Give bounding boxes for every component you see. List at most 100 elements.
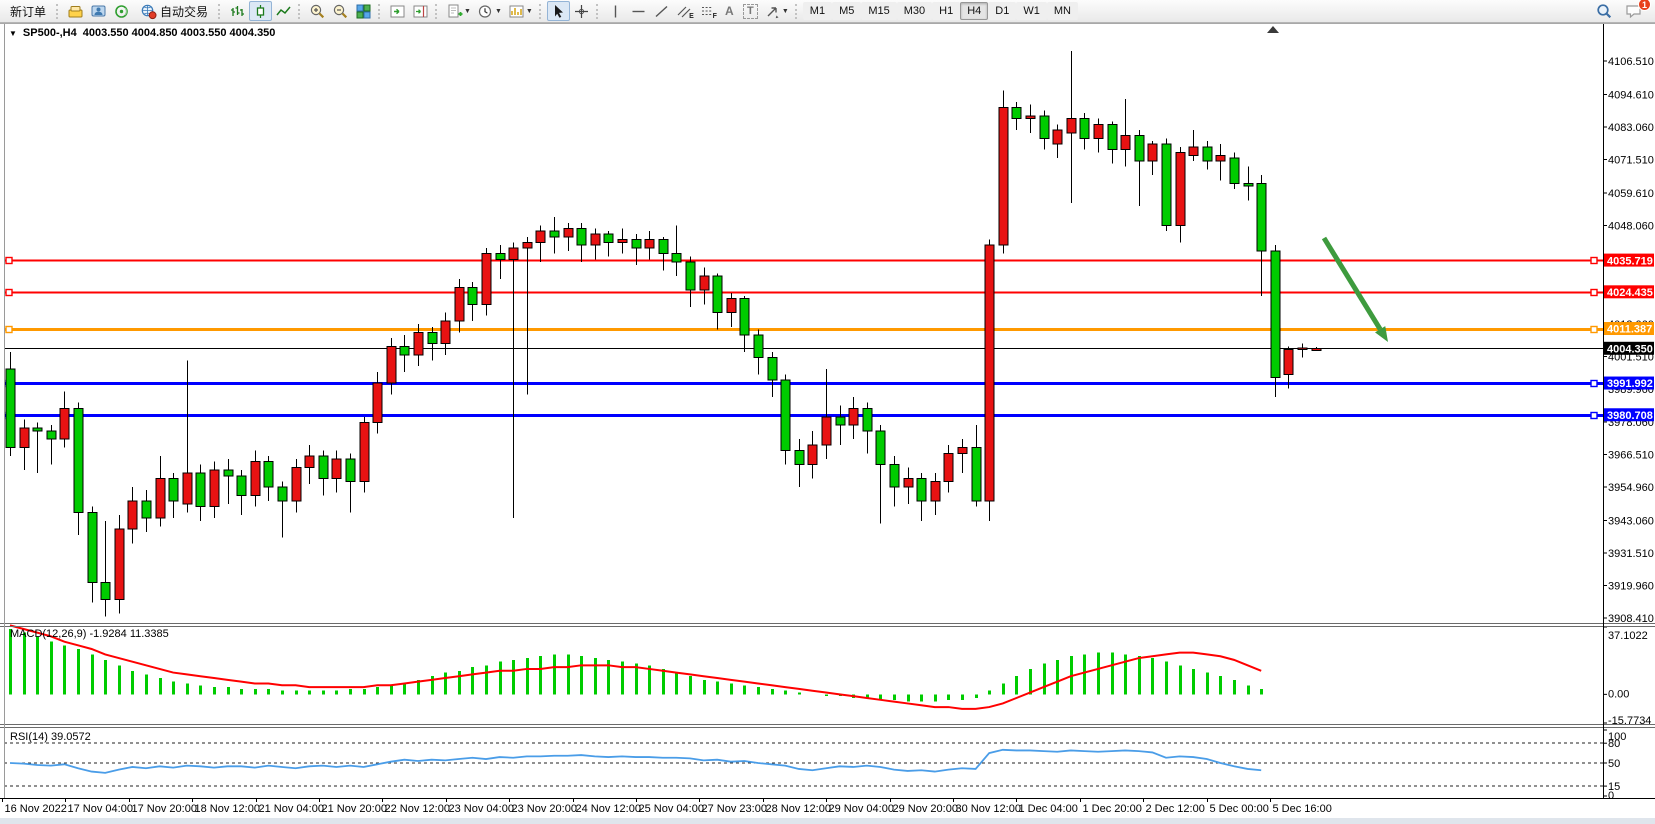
price-axis[interactable]: 4106.510 4094.610 4083.060 4071.510 4059.610…	[1603, 56, 1654, 625]
cursor-icon	[554, 4, 563, 18]
tile-windows-button[interactable]	[352, 1, 375, 21]
new-order-button[interactable]: 新订单	[3, 1, 53, 21]
toolbar-grip	[56, 3, 60, 19]
main-toolbar: 新订单	[0, 0, 1655, 23]
clock-icon	[478, 4, 492, 18]
candlestick	[182, 360, 193, 513]
timeframe-button-H1[interactable]: H1	[932, 2, 961, 20]
chart-shift-button[interactable]	[409, 1, 432, 21]
time-tick-label: 29 Nov 20:00	[893, 803, 958, 815]
arrows-tool-button[interactable]: ▼	[761, 1, 792, 21]
search-button[interactable]	[1592, 1, 1616, 21]
time-tick-label: 1 Dec 04:00	[1019, 803, 1078, 815]
vertical-line-tool-button[interactable]	[604, 1, 627, 21]
templates-button[interactable]: ▼	[505, 1, 536, 21]
timeframe-button-M5[interactable]: M5	[832, 2, 862, 20]
globe-icon	[141, 4, 157, 19]
zoom-out-icon	[333, 4, 348, 18]
line-anchor[interactable]	[1590, 256, 1598, 265]
line-anchor[interactable]	[1590, 325, 1598, 334]
chart-collapse-icon[interactable]: ▼	[9, 28, 17, 38]
time-tick-label: 29 Nov 04:00	[829, 803, 894, 815]
candlestick	[1256, 174, 1267, 296]
periodicity-button[interactable]: ▼	[474, 1, 505, 21]
time-tick-label: 23 Nov 04:00	[449, 803, 514, 815]
candlestick	[576, 222, 587, 263]
new-chart-button[interactable]: ▼	[443, 1, 474, 21]
arrow-annotation[interactable]	[1321, 236, 1388, 342]
bar-chart-mode-button[interactable]	[226, 1, 249, 21]
candlestick	[522, 236, 533, 395]
chevron-down-icon: ▼	[464, 7, 471, 15]
signal-icon	[115, 4, 128, 18]
market-watch-button[interactable]	[87, 1, 110, 21]
text-label-tool-button[interactable]: T	[740, 1, 761, 21]
rsi-axis-label: 15	[1608, 781, 1620, 793]
timeframe-button-D1[interactable]: D1	[988, 2, 1017, 20]
candlestick	[821, 368, 832, 459]
price-levels-button[interactable]	[64, 1, 87, 21]
fibonacci-tool-button[interactable]: F	[696, 1, 719, 21]
text-tool-button[interactable]: A	[719, 1, 740, 21]
trendline-tool-button[interactable]	[650, 1, 673, 21]
line-anchor[interactable]	[5, 325, 13, 334]
cursor-tool-button[interactable]	[546, 1, 570, 21]
notifications-button[interactable]: 1	[1622, 0, 1651, 21]
candlestick	[386, 338, 397, 395]
candlestick	[508, 242, 519, 518]
candlestick	[236, 470, 247, 516]
chevron-down-icon: ▼	[494, 7, 502, 15]
line-anchor[interactable]	[1590, 288, 1598, 297]
macd-pane[interactable]: MACD(12,26,9) -1.9284 11.3385 37.1022 0.00…	[9, 624, 1651, 727]
timeframe-button-W1[interactable]: W1	[1016, 2, 1047, 20]
channel-tool-button[interactable]: E	[673, 1, 696, 21]
timeframe-button-M15[interactable]: M15	[861, 2, 897, 20]
candlestick	[250, 450, 261, 507]
scroll-marker-icon	[1267, 26, 1279, 33]
line-anchor[interactable]	[5, 256, 13, 265]
candlestick	[481, 248, 492, 316]
chart-ohlc-values: 4003.550 4004.850 4003.550 4004.350	[82, 27, 276, 39]
candlestick	[59, 391, 70, 448]
zoom-out-button[interactable]	[329, 1, 352, 21]
horizontal-line-tool-button[interactable]	[627, 1, 650, 21]
timeframe-button-MN[interactable]: MN	[1046, 2, 1078, 20]
macd-axis-label: 37.1022	[1608, 630, 1648, 642]
auto-scroll-button[interactable]	[386, 1, 409, 21]
auto-trading-button[interactable]: 自动交易	[133, 1, 215, 21]
line-anchor[interactable]	[1590, 379, 1598, 388]
timeframe-button-H4[interactable]: H4	[960, 2, 989, 20]
crosshair-tool-button[interactable]	[570, 1, 593, 21]
yellow-stack-icon	[68, 5, 83, 17]
candlestick-mode-button[interactable]	[249, 1, 273, 21]
candlestick	[685, 256, 696, 308]
candlestick	[331, 450, 342, 493]
candlestick	[155, 456, 166, 527]
price-tick-label: 3908.410	[1608, 613, 1654, 625]
candlestick	[223, 458, 234, 504]
candlestick	[141, 489, 152, 533]
signals-button[interactable]	[110, 1, 133, 21]
timeframe-button-M1[interactable]: M1	[802, 2, 833, 20]
candlestick	[291, 458, 302, 513]
price-tick-label: 3954.960	[1608, 482, 1654, 494]
zoom-in-button[interactable]	[306, 1, 329, 21]
timeframe-button-M30[interactable]: M30	[896, 2, 933, 20]
price-tag: 3980.708	[1604, 408, 1654, 422]
line-chart-mode-button[interactable]	[272, 1, 295, 21]
candlestick	[127, 487, 138, 544]
candlestick	[563, 222, 574, 251]
price-tick-label: 4059.610	[1608, 188, 1654, 200]
line-anchor[interactable]	[1590, 411, 1598, 420]
auto-scroll-icon	[390, 5, 405, 17]
candlestick	[603, 231, 614, 257]
candlestick	[767, 352, 778, 398]
line-anchor[interactable]	[5, 288, 13, 297]
candlestick	[957, 439, 968, 473]
candlestick	[726, 293, 737, 327]
time-tick-label: 1 Dec 20:00	[1083, 803, 1142, 815]
bar-chart-icon	[231, 5, 245, 16]
